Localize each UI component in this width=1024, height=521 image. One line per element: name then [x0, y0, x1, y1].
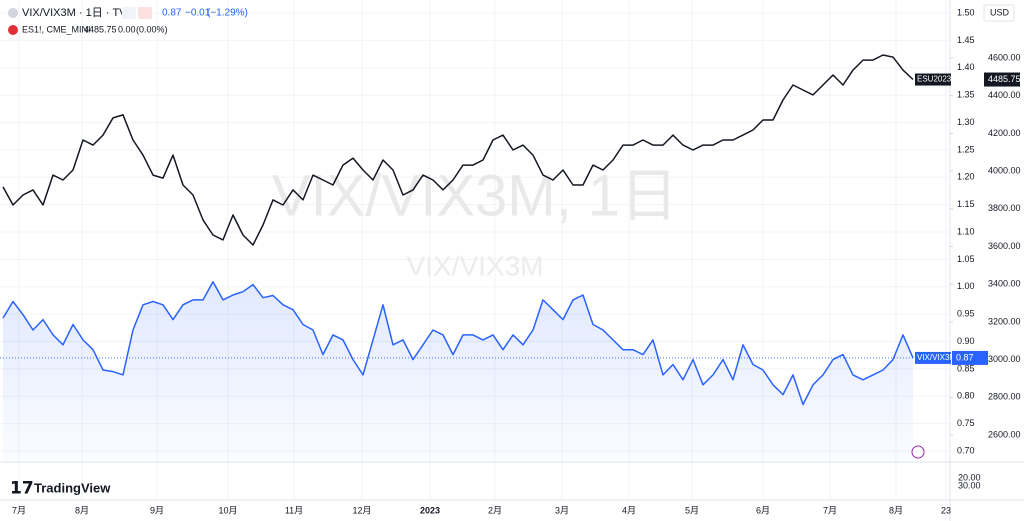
extra-axis-label: 20.00 [958, 472, 981, 482]
x-tick-label: 7月 [12, 505, 26, 515]
y2-tick-label: 3000.00 [988, 354, 1021, 364]
last-value: 4485.75 [988, 74, 1021, 84]
series-name-label: ESU2023 [917, 75, 952, 84]
x-tick-label: 11月 [285, 505, 303, 515]
symbol-icon [8, 8, 18, 18]
legend-last: 0.87 [162, 8, 182, 19]
y-tick-label: 0.90 [957, 336, 975, 346]
y2-tick-label: 2800.00 [988, 392, 1021, 402]
y2-tick-label: 3200.00 [988, 316, 1021, 326]
legend-last-2: 4485.75 [84, 24, 117, 34]
x-tick-label: 2月 [488, 505, 502, 515]
y-tick-label: 1.35 [957, 90, 975, 100]
y-tick-label: 0.70 [957, 445, 975, 455]
extra-axis-label: 30.00 [958, 480, 981, 490]
x-tick-label: 8月 [75, 505, 89, 515]
currency-button[interactable] [983, 4, 1015, 22]
x-tick-label: 6月 [756, 505, 770, 515]
x-tick-label: 23 [941, 505, 951, 515]
area [3, 281, 913, 462]
x-tick-label: 3月 [555, 505, 569, 515]
series-name-label: VIX/VIX3M [917, 353, 956, 362]
legend-btn[interactable] [122, 7, 136, 19]
x-tick-label: 10月 [218, 505, 237, 515]
x-tick-label: 12月 [352, 505, 371, 515]
y-tick-label: 1.50 [957, 7, 975, 17]
y-tick-label: 1.30 [957, 117, 975, 127]
y-tick-label: 1.20 [957, 172, 975, 182]
y2-tick-label: 3600.00 [988, 241, 1021, 251]
series-name-label-bg [915, 73, 951, 86]
last-value-bg [952, 350, 988, 365]
y2-tick-label: 4600.00 [988, 52, 1021, 62]
y-tick-label: 1.45 [957, 35, 975, 45]
y-tick-label: 1.40 [957, 62, 975, 72]
x-tick-label: 7月 [823, 505, 837, 515]
x-tick-label: 2023 [420, 505, 440, 515]
x-tick-label: 5月 [685, 505, 699, 515]
y2-tick-label: 4000.00 [988, 165, 1021, 175]
series-line [2, 281, 914, 406]
y-tick-label: 1.10 [957, 226, 975, 236]
symbol-icon [8, 25, 18, 35]
x-tick-label: 4月 [622, 505, 636, 515]
last-value-bg [984, 72, 1020, 87]
y-tick-label: 1.15 [957, 199, 975, 209]
brand-logo: 𝟭𝟳 [10, 478, 34, 497]
legend-change: −0.01 [185, 8, 211, 19]
y2-tick-label: 3800.00 [988, 203, 1021, 213]
brand: TradingView [34, 480, 111, 495]
x-tick-label: 8月 [889, 505, 903, 515]
y2-tick-label: 2600.00 [988, 429, 1021, 439]
y-tick-label: 0.80 [957, 391, 975, 401]
series-name-label-bg [915, 351, 951, 364]
legend-change-pct: (−1.29%) [207, 8, 248, 19]
legend-symbol-2[interactable]: ES1!, CME_MINI [22, 24, 91, 34]
legend-change-2: 0.00 [118, 24, 136, 34]
legend-symbol[interactable]: VIX/VIX3M · 1日 · TVC [22, 7, 135, 19]
y-tick-label: 1.05 [957, 254, 975, 264]
y-tick-label: 0.95 [957, 309, 975, 319]
watermark: VIX/VIX3M, 1日 [272, 163, 678, 228]
y2-tick-label: 4200.00 [988, 128, 1021, 138]
currency: USD [990, 7, 1010, 17]
y2-tick-label: 4400.00 [988, 90, 1021, 100]
y-tick-label: 1.00 [957, 281, 975, 291]
x-tick-label: 9月 [150, 505, 164, 515]
y2-tick-label: 3400.00 [988, 279, 1021, 289]
y-tick-label: 0.75 [957, 418, 975, 428]
last-value: 0.87 [956, 352, 974, 362]
legend-change-pct-2: (0.00%) [136, 24, 168, 34]
watermark-sub: VIX/VIX3M [407, 250, 544, 281]
y-tick-label: 0.85 [957, 363, 975, 373]
y-tick-label: 1.25 [957, 144, 975, 154]
series-line [2, 54, 914, 246]
legend-btn[interactable] [138, 7, 152, 19]
